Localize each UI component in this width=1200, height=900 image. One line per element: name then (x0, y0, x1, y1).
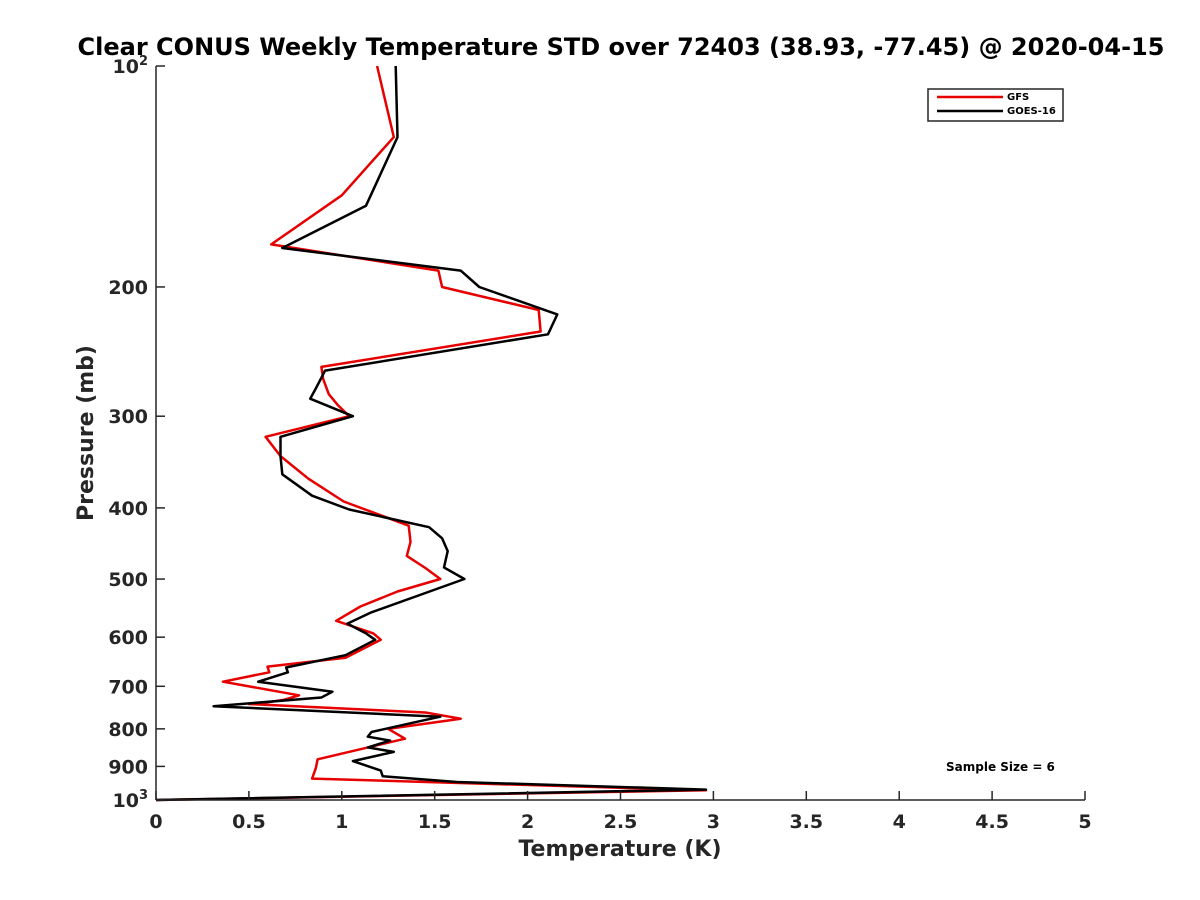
x-tick-label: 1 (335, 811, 348, 833)
y-tick-label: 400 (108, 498, 148, 520)
y-tick-label: 300 (108, 406, 148, 428)
x-tick-label: 2 (521, 811, 534, 833)
axes: 0 0.5 1 1.5 2 2.5 3 3.5 4 4.5 5 102200300400500600… (108, 54, 1091, 833)
series-line-goes16 (155, 65, 708, 802)
sample-size-annotation: Sample Size = 6 (946, 760, 1055, 774)
x-tick-label: 1.5 (418, 811, 452, 833)
x-tick-label: 2.5 (604, 811, 638, 833)
x-tick-label: 4.5 (975, 811, 1009, 833)
x-axis-label: Temperature (K) (518, 837, 721, 862)
y-tick-label: 700 (108, 676, 148, 698)
x-tick-label: 4 (893, 811, 906, 833)
x-tick-label: 3 (707, 811, 720, 833)
y-tick-exponent: 2 (139, 54, 148, 69)
legend: GFS GOES-16 (927, 88, 1064, 122)
x-tick-label: 0 (149, 811, 162, 833)
chart-title: Clear CONUS Weekly Temperature STD over … (78, 33, 1165, 61)
x-ticks: 0 0.5 1 1.5 2 2.5 3 3.5 4 4.5 5 (149, 791, 1092, 833)
y-tick-label: 500 (108, 569, 148, 591)
legend-label-goes16: GOES-16 (1007, 106, 1056, 117)
y-tick-label: 103 (113, 788, 149, 812)
series-line-gfs (155, 65, 708, 802)
y-tick-label: 600 (108, 627, 148, 649)
x-tick-label: 5 (1078, 811, 1091, 833)
y-tick-base: 10 (113, 790, 139, 812)
y-tick-label: 102 (113, 54, 149, 78)
y-tick-exponent: 3 (139, 788, 148, 803)
legend-box (927, 88, 1064, 122)
x-tick-label: 0.5 (232, 811, 266, 833)
y-axis-label: Pressure (mb) (74, 345, 99, 521)
legend-label-gfs: GFS (1007, 92, 1029, 103)
y-tick-label: 800 (108, 719, 148, 741)
y-tick-label: 200 (108, 277, 148, 299)
y-tick-base: 10 (113, 56, 139, 78)
x-tick-label: 3.5 (789, 811, 823, 833)
series-layer (155, 65, 708, 802)
y-tick-label: 900 (108, 756, 148, 778)
